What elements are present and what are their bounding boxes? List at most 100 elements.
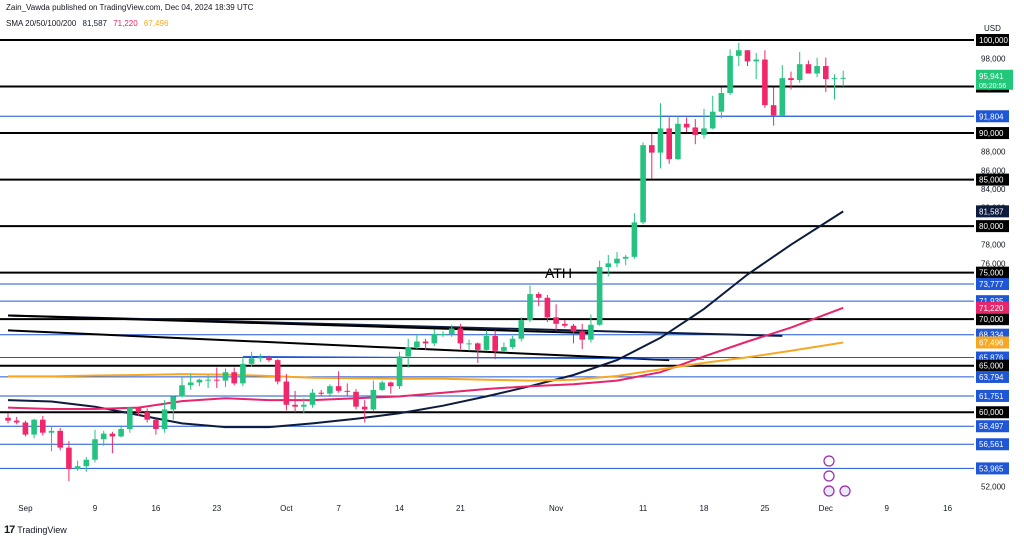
candle-2024-12-01 <box>814 66 820 74</box>
candle-2024-09-30 <box>274 360 281 382</box>
candle-2024-09-22 <box>205 379 211 381</box>
candle-2024-10-27 <box>509 338 516 348</box>
level-tag-100,000 <box>976 34 1009 46</box>
publisher-attribution: Zain_Vawda published on TradingView.com,… <box>6 3 254 12</box>
trendlines <box>7 314 783 362</box>
candle-2024-10-09 <box>353 391 359 407</box>
candle-2024-10-07 <box>335 386 342 391</box>
candle-2024-12-04 <box>840 77 846 79</box>
level-tag-70,000 <box>976 313 1009 326</box>
price-axis: 100,00095,00091,80490,00085,00080,00075,… <box>976 34 1013 492</box>
level-tag-text-56,561: 56,561 <box>979 440 1004 449</box>
candle-2024-10-23 <box>475 343 481 350</box>
level-tag-text-63,794: 63,794 <box>979 373 1004 382</box>
level-tag-text-80,000: 80,000 <box>979 222 1004 231</box>
trendline-3 <box>242 355 705 360</box>
candle-2024-11-21 <box>727 55 733 94</box>
x-tick-21: 21 <box>456 504 465 513</box>
tradingview-logo-icon: 17 <box>4 524 15 536</box>
us-flag-icon <box>823 485 835 497</box>
candle-2024-10-13 <box>388 382 394 387</box>
candle-2024-10-10 <box>361 406 368 410</box>
x-tick-11: 11 <box>639 504 648 513</box>
candle-2024-10-04 <box>309 392 316 405</box>
level-tag-text-60,000: 60,000 <box>979 408 1004 417</box>
candle-2024-09-15 <box>144 412 150 420</box>
candle-2024-11-04 <box>579 331 585 340</box>
level-tag-text-90,000: 90,000 <box>979 129 1004 138</box>
event-lightning-icon <box>823 470 835 482</box>
sma-legend-value-50: 67,496 <box>143 19 169 28</box>
candle-2024-11-14 <box>666 128 672 160</box>
candle-2024-10-02 <box>292 404 298 407</box>
level-tag-text-68,334: 68,334 <box>979 331 1004 340</box>
sma-price-tag-71,220 <box>976 301 1009 314</box>
tradingview-brand: TradingView <box>17 525 67 535</box>
level-tag-58,497 <box>976 420 1009 433</box>
candle-2024-11-01 <box>553 317 559 324</box>
candle-2024-09-29 <box>266 357 272 361</box>
candle-2024-08-30 <box>5 417 11 421</box>
candle-2024-11-05 <box>588 324 594 340</box>
candle-2024-11-06 <box>596 267 603 325</box>
candle-2024-10-28 <box>518 320 525 339</box>
level-tag-text-91,804: 91,804 <box>979 112 1004 121</box>
current-price-tag <box>976 69 1013 90</box>
candle-2024-11-26 <box>770 105 777 116</box>
candle-2024-09-10 <box>100 433 107 440</box>
candle-2024-09-06 <box>66 447 72 470</box>
sma-price-tag-81,587 <box>976 205 1009 218</box>
candle-2024-08-31 <box>13 420 20 423</box>
candle-2024-10-30 <box>535 294 542 298</box>
y-tick-88,000: 88,000 <box>981 148 1006 157</box>
candle-2024-09-17 <box>161 409 168 429</box>
candle-2024-12-03 <box>831 78 838 80</box>
x-tick-25: 25 <box>760 504 769 513</box>
candle-2024-09-18 <box>170 396 177 410</box>
event-plus-icon <box>823 455 835 467</box>
level-tag-text-58,497: 58,497 <box>979 422 1004 431</box>
candle-2024-11-22 <box>736 50 742 56</box>
level-tag-text-75,000: 75,000 <box>979 269 1004 278</box>
level-tag-text-71,935: 71,935 <box>979 297 1004 306</box>
x-tick-18: 18 <box>700 504 709 513</box>
candle-2024-09-03 <box>40 419 46 433</box>
candle-2024-09-16 <box>153 419 159 429</box>
sma-price-tag-text-67,496: 67,496 <box>979 338 1004 347</box>
candle-2024-11-15 <box>675 123 681 160</box>
level-tag-text-85,000: 85,000 <box>979 176 1004 185</box>
level-tag-53,965 <box>976 462 1009 475</box>
candle-2024-09-05 <box>57 430 63 448</box>
candle-2024-09-09 <box>92 439 98 460</box>
candle-2024-11-17 <box>692 127 699 135</box>
y-tick-98,000: 98,000 <box>981 55 1006 64</box>
event-markers <box>823 455 851 497</box>
level-tag-91,804 <box>976 110 1009 123</box>
trendline-2 <box>7 329 670 362</box>
tradingview-logo[interactable]: 17 TradingView <box>4 524 67 536</box>
candle-2024-09-28 <box>257 357 264 359</box>
candle-2024-11-27 <box>779 78 786 116</box>
candle-2024-11-25 <box>762 59 768 106</box>
candle-2024-09-25 <box>231 372 237 384</box>
level-tag-text-65,000: 65,000 <box>979 362 1004 371</box>
us-flag-icon-2 <box>839 485 851 497</box>
candle-2024-09-13 <box>127 407 133 429</box>
y-tick-52,000: 52,000 <box>981 483 1006 492</box>
candle-2024-09-01 <box>22 422 29 435</box>
candle-2024-10-08 <box>344 390 351 392</box>
sma-price-tag-text-71,220: 71,220 <box>979 304 1004 313</box>
current-price-text: 95,941 <box>979 72 1004 81</box>
candle-2024-09-08 <box>83 459 90 467</box>
level-tag-65,000 <box>976 359 1009 372</box>
candle-2024-10-14 <box>396 356 403 387</box>
candle-2024-10-12 <box>379 382 385 390</box>
candle-2024-10-18 <box>431 334 438 344</box>
sma-legend[interactable]: SMA 20/50/100/200 81,587 71,220 67,496 <box>6 19 172 28</box>
candle-2024-11-03 <box>570 325 577 332</box>
candle-2024-11-19 <box>709 111 716 129</box>
sma-line-sma-50 <box>8 341 844 382</box>
level-tag-63,794 <box>976 370 1009 383</box>
sma-price-tag-text-81,587: 81,587 <box>979 207 1004 216</box>
